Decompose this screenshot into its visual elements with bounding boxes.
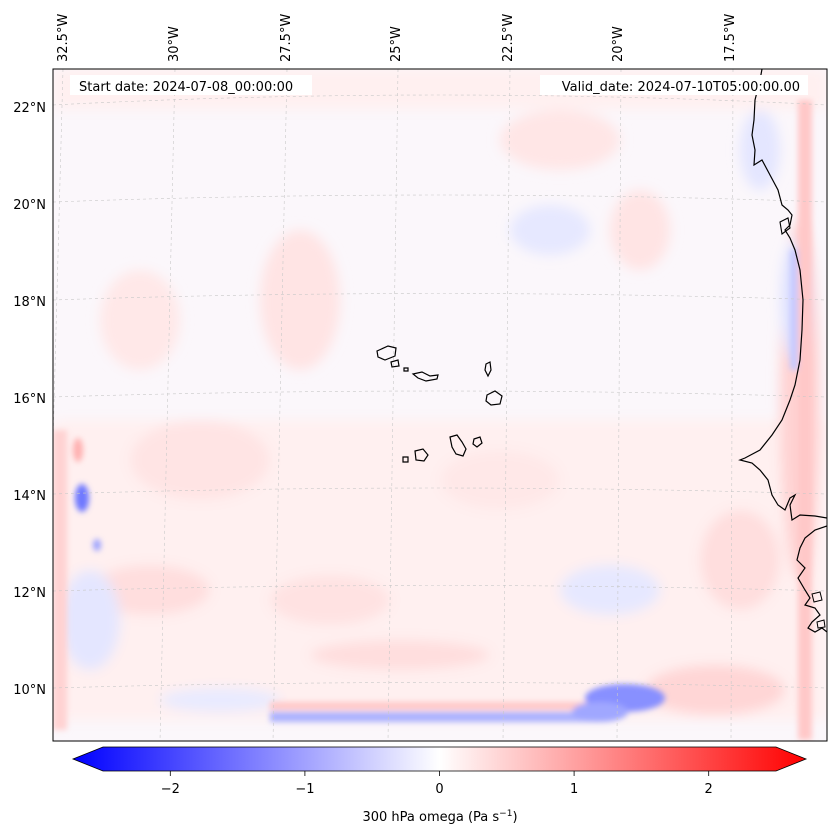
lat-label: 10°N [13,683,46,698]
lon-label: 22.5°W [501,14,516,62]
colorbar-tick-label: 2 [705,782,713,797]
bijagos-islands [811,591,826,629]
colorbar-body [71,746,808,772]
colorbar-tick-label: 1 [570,782,578,797]
omega-strong-features [53,100,812,740]
island-boa-vista [485,390,503,406]
guinea-coastline [796,525,827,633]
graticule [53,69,827,741]
island-sao-vicente [390,359,400,368]
valid-date-box [540,75,808,95]
lat-label: 14°N [13,489,46,504]
lon-label: 25°W [389,26,404,62]
lon-label: 30°W [167,26,182,62]
africa-coastline [738,69,827,522]
lat-label: 16°N [13,392,46,407]
colorbar-tick-label: −2 [161,782,180,797]
island-sao-nicolau [411,371,439,382]
colorbar-label: 300 hPa omega (Pa s−1) [362,809,517,825]
valid-date-label: Valid_date: 2024-07-10T05:00:00.00 [562,80,800,95]
map-panel: Start date: 2024-07-08_00:00:00 Valid_da… [53,69,827,741]
island-santiago [449,434,467,457]
colorbar-tick-label: −1 [295,782,314,797]
lon-label: 32.5°W [56,14,71,62]
lon-label: 27.5°W [279,14,294,62]
island-brava [402,456,409,463]
lon-label: 20°W [611,26,626,62]
island-fogo [414,448,429,462]
colorbar: −2 −1 0 1 2 300 hPa omega (Pa s−1) [71,746,808,825]
cape-verde-islands [376,345,503,463]
start-date-label: Start date: 2024-07-08_00:00:00 [79,80,293,95]
island-sal [484,361,492,378]
map-frame [52,68,828,742]
coastal-island [779,217,791,235]
lat-label: 22°N [13,101,46,116]
colorbar-ticks: −2 −1 0 1 2 [161,771,713,797]
colorbar-tick-label: 0 [435,782,443,797]
island-maio [472,436,483,448]
lat-label: 20°N [13,198,46,213]
lon-label: 17.5°W [723,14,738,62]
island-santa-luzia [403,367,409,372]
lat-label: 18°N [13,295,46,310]
lat-labels: 22°N 20°N 18°N 16°N 14°N 12°N 10°N [13,101,46,698]
omega-field [53,69,827,720]
lon-labels: 32.5°W 30°W 27.5°W 25°W 22.5°W 20°W 17.5… [56,14,738,62]
island-santo-antao [376,345,397,361]
lat-label: 12°N [13,586,46,601]
start-date-box [70,75,312,95]
